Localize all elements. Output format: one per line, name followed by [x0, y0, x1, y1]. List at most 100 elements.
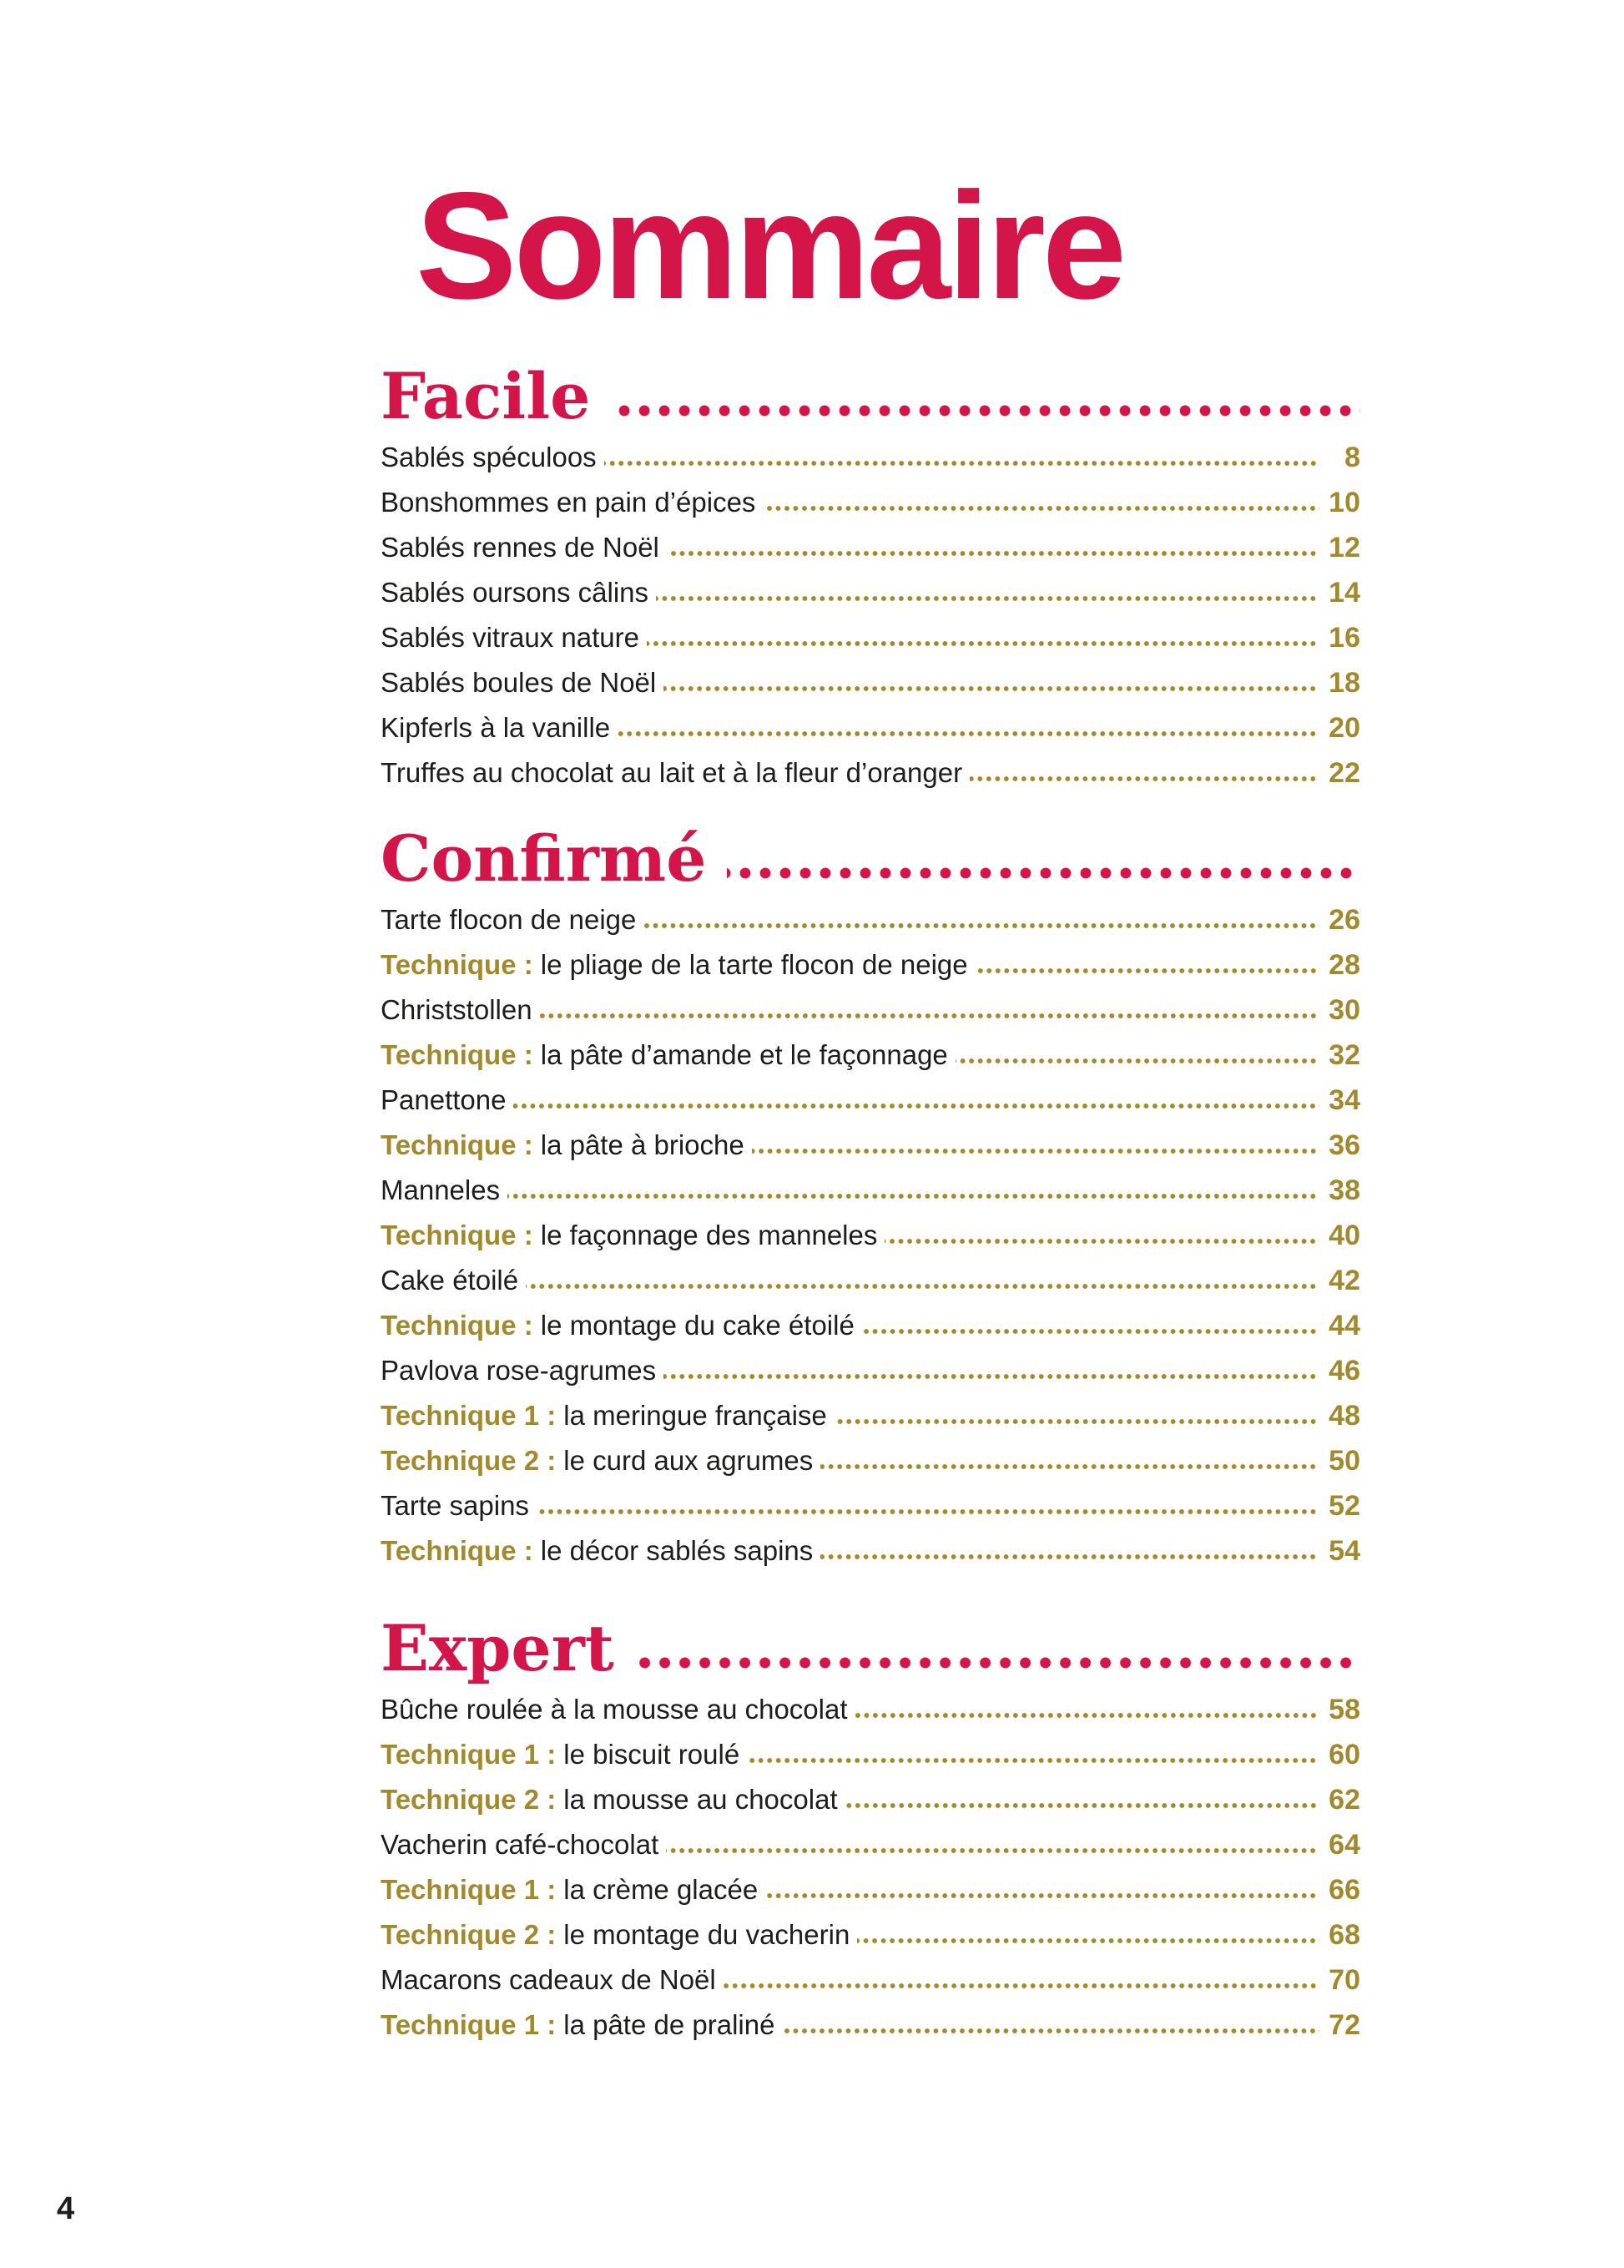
entry-technique-prefix: Technique : — [381, 949, 533, 980]
entry-label: le montage du cake étoilé — [540, 1310, 855, 1341]
entry-technique-prefix: Technique 1 : — [381, 2009, 557, 2040]
entry-label: le montage du vacherin — [563, 1919, 850, 1950]
entry-label: Macarons cadeaux de Noël — [381, 1964, 716, 1995]
toc-entry: Technique : le décor sablés sapins 54 — [381, 1535, 1360, 1567]
toc-section-expert: Expert Bûche roulée à la mousse au chocol… — [381, 1611, 1361, 2041]
entry-label: le façonnage des manneles — [540, 1220, 878, 1250]
toc-entry: Technique 1 : le biscuit roulé 60 — [381, 1739, 1360, 1770]
entry-label: Kipferls à la vanille — [381, 712, 611, 743]
entry-label: le biscuit roulé — [563, 1739, 740, 1770]
toc-entry: Technique 1 : la crème glacée 66 — [381, 1874, 1360, 1906]
toc-entry: Sablés boules de Noël 18 — [381, 667, 1360, 699]
entry-page-number: 44 — [1329, 1310, 1360, 1341]
toc-entry: Technique : la pâte d’amande et le façonn… — [381, 1039, 1360, 1071]
entry-technique-prefix: Technique : — [381, 1039, 533, 1070]
toc-section-confirme: Confirmé Tarte flocon de neige 26 Technique… — [381, 821, 1361, 1567]
toc-entry: Technique : le pliage de la tarte flocon … — [381, 949, 1360, 981]
entry-page-number: 40 — [1329, 1220, 1360, 1251]
entry-technique-prefix: Technique 1 : — [381, 1739, 557, 1770]
toc-entry: Technique 1 : la meringue française 48 — [381, 1400, 1360, 1432]
entry-page-number: 46 — [1329, 1355, 1360, 1387]
toc-entry: Pavlova rose-agrumes 46 — [381, 1355, 1360, 1387]
entry-label: la mousse au chocolat — [563, 1784, 838, 1815]
entry-technique-prefix: Technique : — [381, 1129, 533, 1160]
entry-page-number: 10 — [1329, 487, 1360, 518]
page-number: 4 — [57, 2191, 75, 2226]
entry-page-number: 20 — [1329, 712, 1360, 744]
entry-page-number: 68 — [1329, 1919, 1360, 1951]
toc-entry: Manneles 38 — [381, 1174, 1360, 1206]
entry-page-number: 32 — [1329, 1039, 1360, 1071]
entry-label: la meringue française — [563, 1400, 827, 1431]
entry-label: la pâte de praliné — [563, 2009, 775, 2040]
toc-entry-list: Sablés spéculoos 8 Bonshommes en pain d’ép… — [381, 442, 1360, 789]
page-title: Sommaire — [416, 160, 1127, 331]
toc-entry: Kipferls à la vanille 20 — [381, 712, 1360, 744]
section-heading: Confirmé — [381, 821, 707, 896]
entry-page-number: 14 — [1329, 577, 1360, 609]
entry-label: Sablés vitraux nature — [381, 622, 640, 653]
toc-entry: Bonshommes en pain d’épices 10 — [381, 487, 1360, 518]
entry-page-number: 54 — [1329, 1535, 1360, 1567]
toc-entry: Panettone 34 — [381, 1084, 1360, 1116]
toc-entry-list: Bûche roulée à la mousse au chocolat 58 Te… — [381, 1694, 1360, 2041]
entry-label: la pâte à brioche — [540, 1129, 744, 1160]
entry-page-number: 22 — [1329, 757, 1360, 789]
toc-entry: Bûche roulée à la mousse au chocolat 58 — [381, 1694, 1360, 1725]
entry-label: le pliage de la tarte flocon de neige — [540, 949, 968, 980]
entry-technique-prefix: Technique : — [381, 1310, 533, 1341]
entry-page-number: 34 — [1329, 1084, 1360, 1116]
entry-technique-prefix: Technique : — [381, 1220, 533, 1250]
entry-page-number: 30 — [1329, 994, 1360, 1026]
toc-entry: Macarons cadeaux de Noël 70 — [381, 1964, 1360, 1996]
entry-page-number: 42 — [1329, 1265, 1360, 1296]
toc-section-facile: Facile Sablés spéculoos 8 Bonshommes en pai… — [381, 365, 1360, 790]
entry-page-number: 50 — [1329, 1445, 1360, 1477]
entry-label: Christstollen — [381, 994, 532, 1025]
toc-entry: Technique 2 : la mousse au chocolat 62 — [381, 1784, 1360, 1816]
entry-page-number: 66 — [1329, 1874, 1360, 1906]
entry-technique-prefix: Technique 2 : — [381, 1919, 557, 1950]
section-heading: Facile — [381, 359, 591, 433]
entry-label: Sablés boules de Noël — [381, 667, 657, 698]
entry-page-number: 38 — [1329, 1174, 1360, 1206]
entry-label: Bûche roulée à la mousse au chocolat — [381, 1694, 848, 1725]
toc-entry: Tarte sapins 52 — [381, 1490, 1360, 1522]
entry-page-number: 60 — [1329, 1739, 1360, 1770]
entry-technique-prefix: Technique 2 : — [381, 1445, 557, 1476]
toc-entry: Sablés rennes de Noël 12 — [381, 532, 1360, 563]
entry-label: le curd aux agrumes — [563, 1445, 814, 1476]
entry-label: Tarte sapins — [381, 1490, 529, 1521]
toc-entry: Cake étoilé 42 — [381, 1265, 1360, 1296]
section-heading-row: Expert — [381, 1611, 1361, 1685]
toc-entry: Sablés spéculoos 8 — [381, 442, 1360, 473]
entry-page-number: 8 — [1344, 442, 1360, 473]
entry-page-number: 12 — [1329, 532, 1360, 563]
entry-page-number: 16 — [1329, 622, 1360, 654]
entry-label: le décor sablés sapins — [540, 1535, 814, 1566]
entry-label: Pavlova rose-agrumes — [381, 1355, 657, 1386]
section-heading-row: Facile — [381, 365, 1360, 428]
entry-label: Bonshommes en pain d’épices — [381, 487, 756, 518]
toc-entry: Sablés vitraux nature 16 — [381, 622, 1360, 654]
entry-page-number: 58 — [1329, 1694, 1360, 1725]
entry-label: Sablés oursons câlins — [381, 577, 649, 608]
entry-label: Manneles — [381, 1174, 501, 1205]
toc-entry: Technique : le façonnage des manneles 40 — [381, 1220, 1360, 1251]
entry-label: Panettone — [381, 1084, 507, 1115]
entry-technique-prefix: Technique : — [381, 1535, 533, 1566]
entry-label: Sablés rennes de Noël — [381, 532, 659, 563]
toc: Facile Sablés spéculoos 8 Bonshommes en pai… — [381, 365, 1361, 2041]
entry-page-number: 62 — [1329, 1784, 1360, 1816]
entry-page-number: 52 — [1329, 1490, 1360, 1522]
entry-page-number: 64 — [1329, 1829, 1360, 1861]
section-heading: Expert — [381, 1611, 614, 1685]
toc-entry: Tarte flocon de neige 26 — [381, 904, 1360, 936]
toc-entry-list: Tarte flocon de neige 26 Technique : le pli… — [381, 904, 1360, 1567]
entry-technique-prefix: Technique 1 : — [381, 1400, 557, 1431]
toc-entry: Vacherin café-chocolat 64 — [381, 1829, 1360, 1861]
entry-label: la pâte d’amande et le façonnage — [540, 1039, 948, 1070]
entry-page-number: 26 — [1329, 904, 1360, 936]
entry-page-number: 36 — [1329, 1129, 1360, 1161]
entry-label: Tarte flocon de neige — [381, 904, 637, 935]
